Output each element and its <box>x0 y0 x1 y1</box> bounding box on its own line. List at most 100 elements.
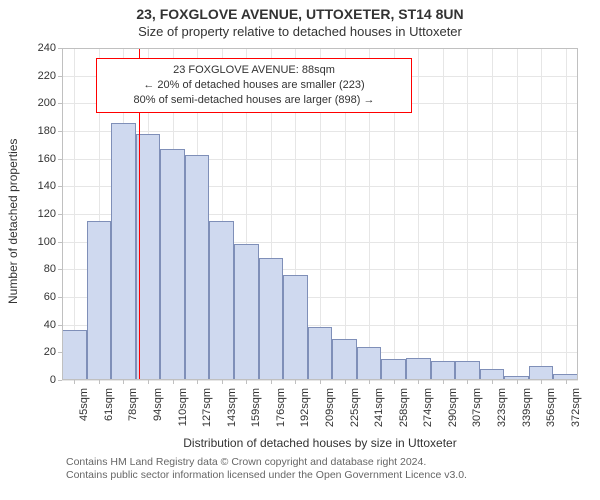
ytick-mark <box>58 297 62 298</box>
xtick-mark <box>492 380 493 384</box>
bar <box>529 366 554 380</box>
xtick-mark <box>197 380 198 384</box>
xtick-label: 323sqm <box>496 388 508 427</box>
xtick-mark <box>99 380 100 384</box>
xtick-label: 78sqm <box>127 388 139 421</box>
bar <box>381 359 406 380</box>
xtick-label: 241sqm <box>373 388 385 427</box>
xtick-mark <box>418 380 419 384</box>
ytick-mark <box>58 159 62 160</box>
xtick-mark <box>173 380 174 384</box>
xtick-mark <box>517 380 518 384</box>
bar <box>406 358 431 380</box>
gridline <box>566 48 567 380</box>
ytick-mark <box>58 214 62 215</box>
xtick-label: 110sqm <box>177 388 189 426</box>
xtick-mark <box>345 380 346 384</box>
xtick-mark <box>443 380 444 384</box>
credits-line-2: Contains public sector information licen… <box>66 469 467 482</box>
ytick-label: 20 <box>26 346 56 358</box>
ytick-mark <box>58 352 62 353</box>
gridline <box>467 48 468 380</box>
ytick-label: 100 <box>26 236 56 248</box>
bar <box>480 369 505 380</box>
ytick-label: 0 <box>26 374 56 386</box>
bar <box>431 361 456 380</box>
annotation-box: 23 FOXGLOVE AVENUE: 88sqm ← 20% of detac… <box>96 58 412 113</box>
gridline <box>492 48 493 380</box>
ytick-mark <box>58 380 62 381</box>
gridline <box>541 48 542 380</box>
bar <box>357 347 382 380</box>
xtick-label: 356sqm <box>545 388 557 427</box>
annotation-line-1: 23 FOXGLOVE AVENUE: 88sqm <box>105 63 403 78</box>
annotation-line-3: 80% of semi-detached houses are larger (… <box>105 93 403 108</box>
gridline <box>418 48 419 380</box>
xtick-mark <box>222 380 223 384</box>
annotation-line-2: ← 20% of detached houses are smaller (22… <box>105 78 403 93</box>
ytick-label: 40 <box>26 319 56 331</box>
xtick-label: 159sqm <box>250 388 262 427</box>
xtick-mark <box>541 380 542 384</box>
bar <box>209 221 234 380</box>
bar <box>283 275 308 380</box>
ytick-label: 160 <box>26 153 56 165</box>
bar <box>308 327 333 380</box>
bar <box>185 155 210 380</box>
ytick-mark <box>58 48 62 49</box>
ytick-mark <box>58 103 62 104</box>
xtick-mark <box>320 380 321 384</box>
xtick-label: 143sqm <box>226 388 238 427</box>
bar <box>111 123 136 380</box>
xtick-mark <box>467 380 468 384</box>
gridline <box>517 48 518 380</box>
xtick-label: 45sqm <box>78 388 90 421</box>
xtick-mark <box>74 380 75 384</box>
xtick-mark <box>394 380 395 384</box>
credits-line-1: Contains HM Land Registry data © Crown c… <box>66 456 467 469</box>
ytick-mark <box>58 131 62 132</box>
xtick-mark <box>295 380 296 384</box>
ytick-label: 240 <box>26 42 56 54</box>
xtick-mark <box>246 380 247 384</box>
xtick-label: 339sqm <box>521 388 533 427</box>
credits: Contains HM Land Registry data © Crown c… <box>66 456 467 482</box>
chart-subtitle: Size of property relative to detached ho… <box>0 22 600 39</box>
xtick-label: 372sqm <box>570 388 582 427</box>
bar <box>160 149 185 380</box>
xtick-label: 94sqm <box>152 388 164 421</box>
x-axis-title: Distribution of detached houses by size … <box>62 436 578 450</box>
xtick-mark <box>566 380 567 384</box>
xtick-label: 290sqm <box>447 388 459 427</box>
xtick-label: 176sqm <box>275 388 287 427</box>
ytick-label: 80 <box>26 263 56 275</box>
xtick-mark <box>123 380 124 384</box>
chart-title: 23, FOXGLOVE AVENUE, UTTOXETER, ST14 8UN <box>0 0 600 22</box>
ytick-label: 120 <box>26 208 56 220</box>
xtick-label: 258sqm <box>398 388 410 427</box>
chart-container: { "title": "23, FOXGLOVE AVENUE, UTTOXET… <box>0 0 600 500</box>
bar <box>234 244 259 380</box>
ytick-label: 140 <box>26 180 56 192</box>
xtick-mark <box>369 380 370 384</box>
ytick-mark <box>58 325 62 326</box>
ytick-mark <box>58 242 62 243</box>
ytick-mark <box>58 186 62 187</box>
xtick-mark <box>148 380 149 384</box>
bar <box>87 221 112 380</box>
bar <box>332 339 357 381</box>
ytick-mark <box>58 76 62 77</box>
bar <box>455 361 480 380</box>
xtick-mark <box>271 380 272 384</box>
xtick-label: 274sqm <box>422 388 434 427</box>
ytick-label: 220 <box>26 70 56 82</box>
ytick-label: 60 <box>26 291 56 303</box>
ytick-label: 180 <box>26 125 56 137</box>
xtick-label: 225sqm <box>349 388 361 427</box>
y-axis-title: Number of detached properties <box>6 139 20 304</box>
xtick-label: 192sqm <box>299 388 311 427</box>
xtick-label: 61sqm <box>103 388 115 421</box>
ytick-label: 200 <box>26 97 56 109</box>
xtick-label: 307sqm <box>471 388 483 427</box>
gridline <box>443 48 444 380</box>
